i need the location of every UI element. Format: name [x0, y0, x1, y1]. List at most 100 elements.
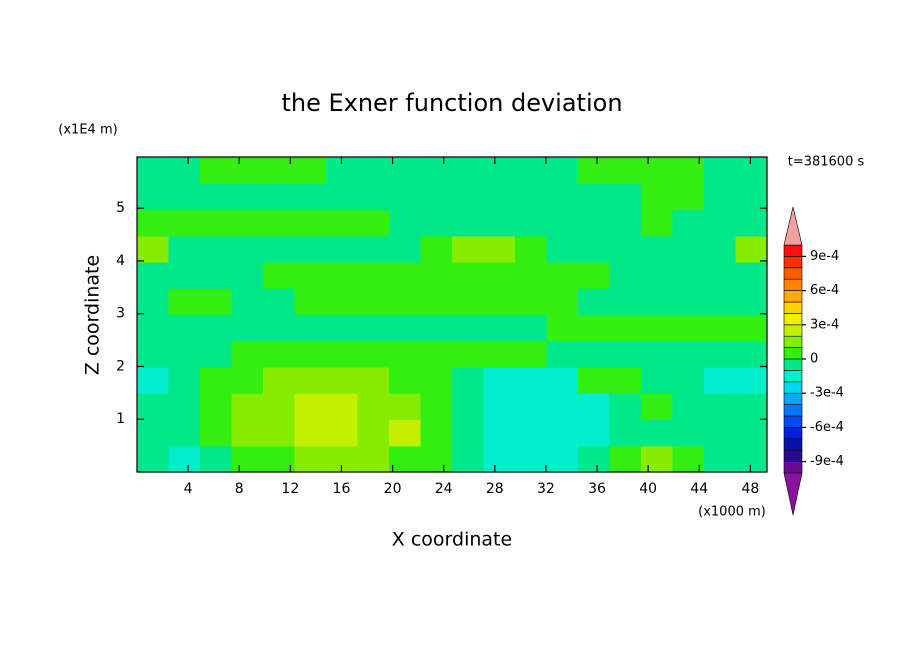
contour-cell [578, 157, 611, 184]
contour-cell [168, 157, 201, 184]
contour-cell [294, 367, 327, 394]
contour-cell [389, 367, 422, 394]
contour-cell [326, 262, 359, 289]
contour-cell [704, 367, 737, 394]
contour-cell [389, 183, 422, 211]
colorbar-box [783, 301, 803, 314]
contour-cell [735, 419, 768, 447]
contour-cell [326, 367, 359, 394]
contour-cell [515, 445, 548, 473]
contour-cell [326, 288, 359, 316]
contour-cell [578, 367, 611, 394]
contour-cell [200, 445, 233, 473]
contour-cell [672, 262, 705, 289]
contour-cell [735, 209, 768, 237]
contour-cell [200, 314, 233, 342]
contour-cell [137, 367, 170, 394]
contour-cell [294, 445, 327, 473]
contour-cell [231, 183, 264, 211]
colorbar-tick-label: 6e-4 [810, 283, 839, 298]
colorbar-box [783, 358, 803, 371]
contour-cell [231, 445, 264, 473]
contour-cell [735, 445, 768, 473]
contour-cell [609, 314, 642, 342]
contour-cell [578, 393, 611, 421]
contour-cell [672, 209, 705, 237]
contour-cell [609, 183, 642, 211]
contour-cell [641, 288, 674, 316]
contour-cell [672, 235, 705, 263]
contour-cell [389, 419, 422, 447]
colorbar-tick-label: 0 [810, 352, 818, 367]
contour-cell [231, 209, 264, 237]
contour-cell [389, 288, 422, 316]
colorbar-box [783, 347, 803, 360]
colorbar-tick-label: -3e-4 [810, 386, 844, 401]
contour-cell [357, 445, 390, 473]
colorbar-box [783, 290, 803, 303]
contour-cell [546, 314, 579, 342]
plot-frame [136, 156, 768, 473]
x-tick-label: 36 [588, 481, 606, 497]
contour-cell [641, 157, 674, 184]
contour-cell [609, 340, 642, 368]
contour-cell [357, 288, 390, 316]
contour-cell [672, 183, 705, 211]
colorbar-box [783, 256, 803, 269]
contour-cell [578, 445, 611, 473]
colorbar-box [783, 392, 803, 405]
colorbar-box [783, 461, 803, 474]
contour-cell [200, 183, 233, 211]
contour-cell [294, 183, 327, 211]
contour-cell [578, 209, 611, 237]
contour-cell [420, 262, 453, 289]
contour-cell [483, 157, 516, 184]
contour-cell [389, 235, 422, 263]
contour-cell [294, 393, 327, 421]
contour-cell [168, 209, 201, 237]
contour-cell [704, 340, 737, 368]
contour-cell [200, 235, 233, 263]
contour-cell [168, 367, 201, 394]
contour-cell [578, 314, 611, 342]
contour-cell [294, 314, 327, 342]
contour-cell [704, 235, 737, 263]
contour-cell [578, 288, 611, 316]
contour-cell [452, 367, 485, 394]
contour-cell [641, 235, 674, 263]
contour-cell [137, 235, 170, 263]
contour-cell [389, 445, 422, 473]
contour-cell [326, 235, 359, 263]
contour-cell [200, 419, 233, 447]
x-tick-label: 20 [384, 481, 402, 497]
contour-cell [263, 262, 296, 289]
colorbar-box [783, 267, 803, 280]
contour-cell [231, 235, 264, 263]
contour-cell [609, 445, 642, 473]
contour-cell [137, 314, 170, 342]
contour-cell [168, 419, 201, 447]
contour-cell [357, 235, 390, 263]
contour-cell [168, 262, 201, 289]
colorbar-tick-label: -9e-4 [810, 454, 844, 469]
x-unit: (x1000 m) [698, 505, 766, 520]
contour-cell [578, 419, 611, 447]
x-tick-label: 12 [281, 481, 299, 497]
contour-cell [263, 314, 296, 342]
contour-cell [420, 209, 453, 237]
contour-cell [515, 393, 548, 421]
contour-cell [704, 314, 737, 342]
contour-cell [641, 393, 674, 421]
contour-cell [483, 183, 516, 211]
x-tick-label: 32 [537, 481, 555, 497]
contour-cell [609, 235, 642, 263]
contour-cell [609, 157, 642, 184]
contour-cell [137, 157, 170, 184]
contour-cell [483, 262, 516, 289]
contour-cell [483, 445, 516, 473]
contour-cell [515, 340, 548, 368]
contour-cell [137, 262, 170, 289]
contour-cell [483, 314, 516, 342]
contour-cell [704, 445, 737, 473]
contour-cell [231, 340, 264, 368]
